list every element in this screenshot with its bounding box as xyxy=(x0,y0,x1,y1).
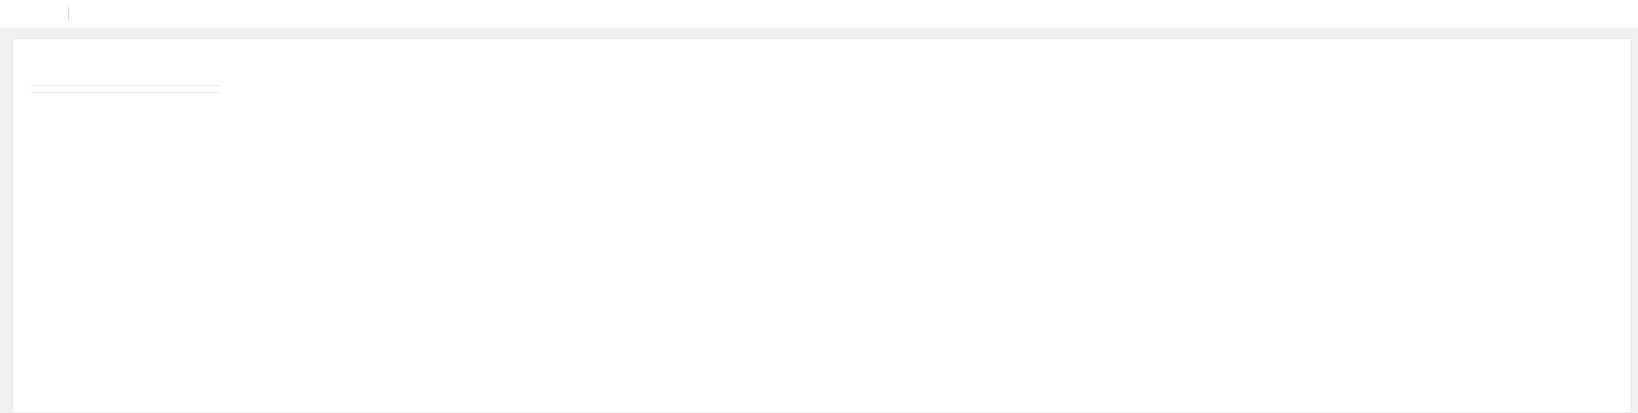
stats-divider-middle xyxy=(31,92,221,93)
stats-panel xyxy=(31,85,221,97)
chart-plot-area[interactable] xyxy=(249,86,1549,348)
pe-card xyxy=(12,38,1632,413)
chart-svg[interactable] xyxy=(249,86,1549,348)
header-divider xyxy=(68,7,69,21)
top-header-bar xyxy=(0,0,1638,28)
stats-divider-top xyxy=(31,85,221,86)
